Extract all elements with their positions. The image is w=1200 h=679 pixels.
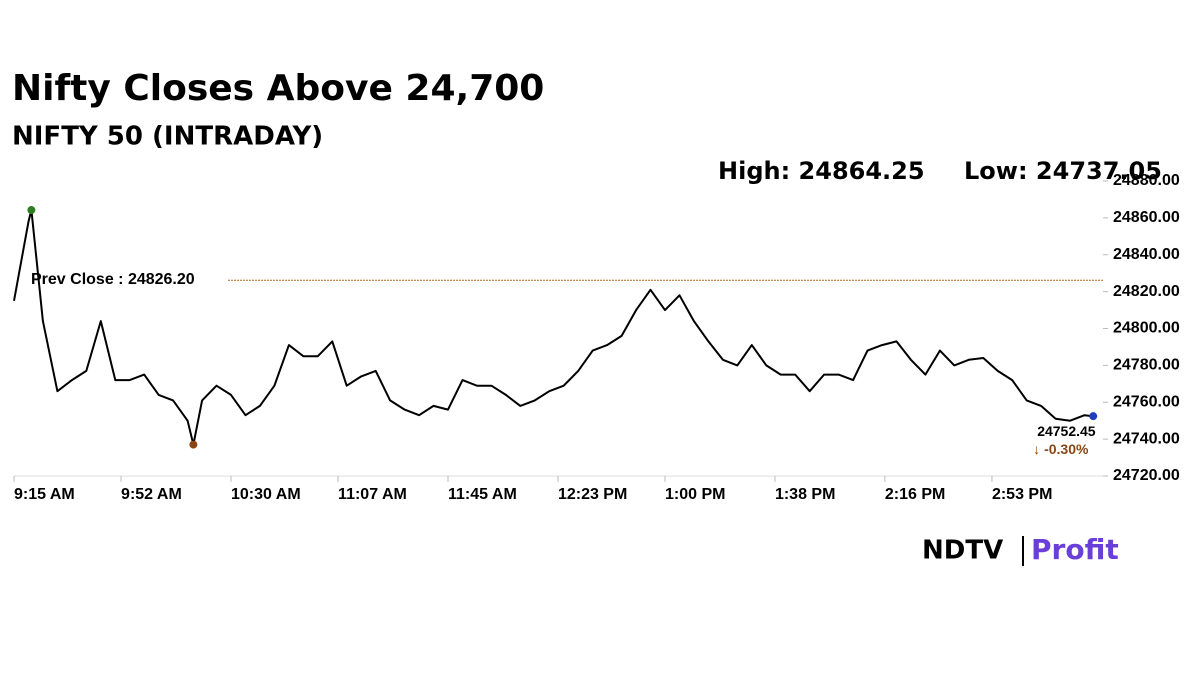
chart-subtitle: NIFTY 50 (INTRADAY) [12,122,323,152]
logo-profit: Profit [1031,533,1119,566]
last-change: ↓ -0.30% [1033,441,1089,457]
low-value: 24737.05 [1036,157,1162,185]
high-label: High: 24864.25 [718,157,925,185]
low-label: Low: 24737.05 [964,157,1162,185]
x-tick-label: 10:30 AM [231,486,301,503]
prev-close-value: 24826.20 [128,271,195,288]
prev-close-text: Prev Close : [31,271,123,288]
y-tick-label: 24840.00 [1113,246,1180,263]
y-tick-label: 24860.00 [1113,209,1180,226]
low-label-text: Low: [964,157,1028,185]
price-line [13,209,1094,446]
x-tick-label: 9:15 AM [14,486,75,503]
x-tick-label: 1:38 PM [775,486,835,503]
y-tick-label: 24740.00 [1113,430,1180,447]
high-value: 24864.25 [799,157,925,185]
y-tick-label: 24800.00 [1113,320,1180,337]
x-tick-label: 9:52 AM [121,486,182,503]
x-tick-label: 2:16 PM [885,486,945,503]
x-tick-label: 1:00 PM [665,486,725,503]
chart-title: Nifty Closes Above 24,700 [12,68,544,109]
y-tick-label: 24760.00 [1113,393,1180,410]
x-tick-label: 11:07 AM [338,486,407,503]
logo-ndtv: NDTV [922,536,1003,566]
last-change-value: -0.30% [1044,441,1089,457]
y-tick-label: 24780.00 [1113,357,1180,374]
y-tick-label: 24880.00 [1113,172,1180,189]
last-value: 24752.45 [1037,423,1096,439]
x-tick-label: 11:45 AM [448,486,517,503]
prev-close-label: Prev Close : 24826.20 [31,271,195,288]
high-label-text: High: [718,157,790,185]
y-tick-label: 24720.00 [1113,467,1180,484]
last-marker [1089,412,1098,421]
x-tick-label: 2:53 PM [992,486,1052,503]
y-tick-label: 24820.00 [1113,283,1180,300]
x-tick-label: 12:23 PM [558,486,627,503]
high-marker [27,206,36,215]
low-marker [189,440,198,449]
